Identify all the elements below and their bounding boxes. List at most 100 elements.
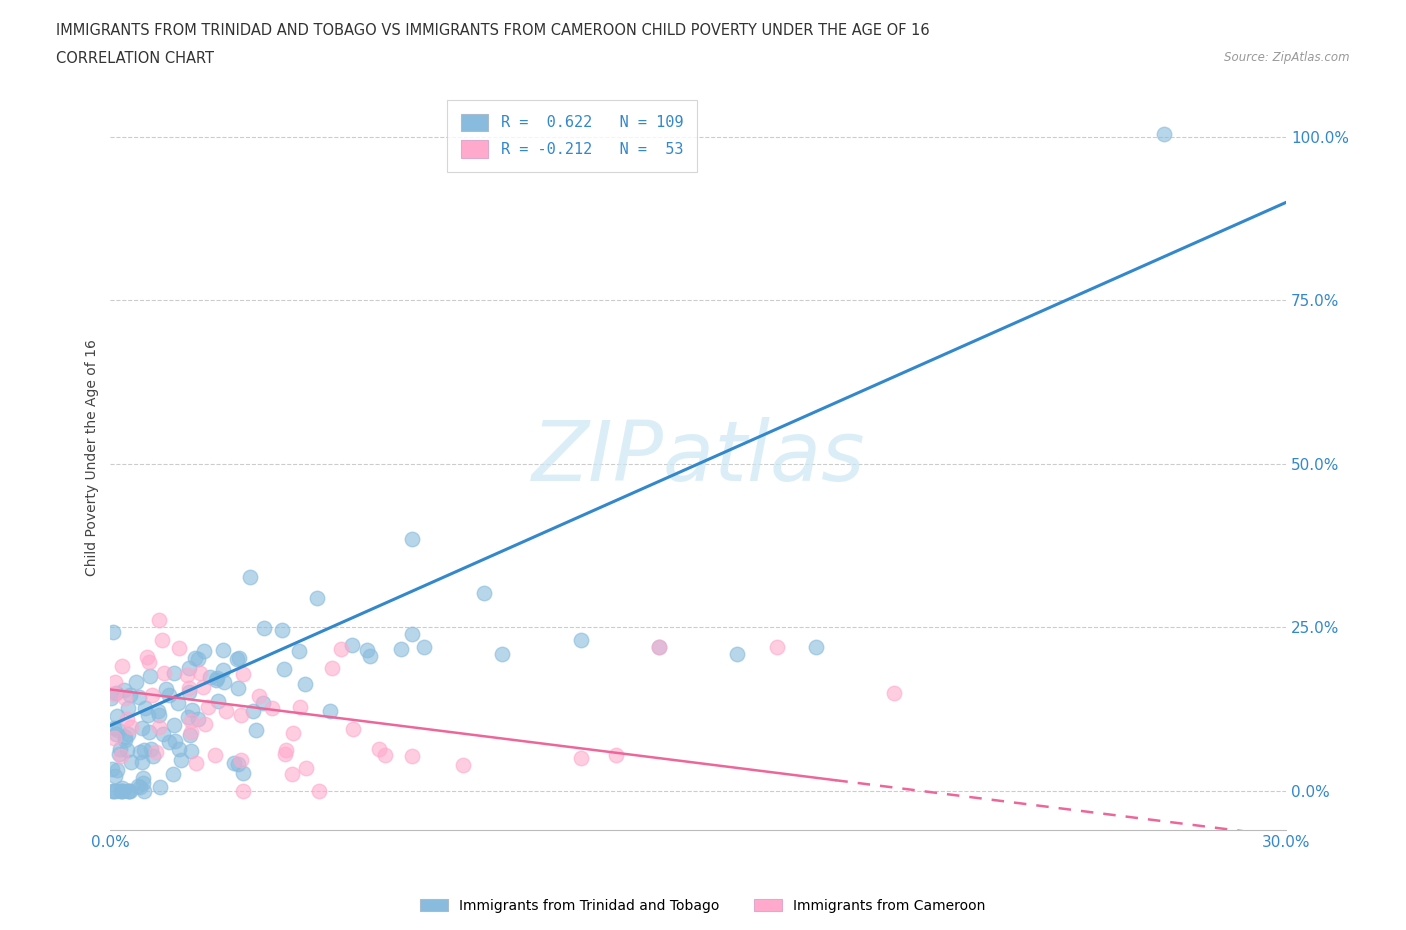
- Point: [110, 749, 132, 764]
- Point: [101, 783, 124, 798]
- Point: [401, 532, 423, 547]
- Point: [281, 726, 304, 741]
- Point: [157, 734, 180, 749]
- Point: [115, 743, 138, 758]
- Point: [389, 642, 412, 657]
- Point: [229, 707, 252, 722]
- Legend: R =  0.622   N = 109, R = -0.212   N =  53: R = 0.622 N = 109, R = -0.212 N = 53: [447, 100, 697, 172]
- Point: [204, 748, 226, 763]
- Text: CORRELATION CHART: CORRELATION CHART: [56, 51, 214, 66]
- Point: [194, 717, 217, 732]
- Point: [295, 761, 318, 776]
- Point: [134, 783, 156, 798]
- Point: [152, 727, 174, 742]
- Point: [136, 649, 159, 664]
- Point: [162, 767, 184, 782]
- Point: [115, 711, 138, 726]
- Point: [131, 721, 153, 736]
- Point: [118, 783, 141, 798]
- Point: [294, 677, 316, 692]
- Point: [111, 658, 134, 673]
- Point: [170, 752, 193, 767]
- Point: [177, 710, 200, 724]
- Point: [180, 713, 202, 728]
- Point: [105, 783, 128, 798]
- Point: [120, 754, 142, 769]
- Point: [232, 765, 254, 780]
- Point: [883, 685, 905, 700]
- Point: [569, 751, 592, 765]
- Point: [139, 668, 162, 683]
- Point: [103, 783, 125, 798]
- Point: [401, 748, 423, 763]
- Point: [569, 633, 592, 648]
- Point: [105, 726, 128, 741]
- Point: [108, 747, 131, 762]
- Point: [197, 699, 219, 714]
- Point: [319, 704, 342, 719]
- Point: [187, 711, 209, 726]
- Point: [226, 757, 249, 772]
- Point: [187, 652, 209, 667]
- Point: [118, 783, 141, 798]
- Text: IMMIGRANTS FROM TRINIDAD AND TOBAGO VS IMMIGRANTS FROM CAMEROON CHILD POVERTY UN: IMMIGRANTS FROM TRINIDAD AND TOBAGO VS I…: [56, 23, 929, 38]
- Point: [103, 721, 125, 736]
- Point: [110, 783, 132, 798]
- Point: [167, 741, 190, 756]
- Point: [186, 755, 208, 770]
- Point: [205, 673, 228, 688]
- Point: [207, 694, 229, 709]
- Point: [193, 644, 215, 658]
- Point: [141, 688, 163, 703]
- Point: [139, 741, 162, 756]
- Point: [281, 766, 304, 781]
- Point: [110, 742, 132, 757]
- Point: [148, 707, 170, 722]
- Point: [103, 768, 125, 783]
- Point: [242, 703, 264, 718]
- Point: [110, 783, 132, 798]
- Point: [177, 684, 200, 699]
- Point: [765, 640, 787, 655]
- Point: [131, 770, 153, 785]
- Point: [120, 720, 142, 735]
- Point: [101, 762, 124, 777]
- Point: [232, 783, 254, 798]
- Point: [180, 743, 202, 758]
- Point: [191, 680, 214, 695]
- Point: [239, 569, 262, 584]
- Point: [226, 651, 249, 666]
- Point: [125, 674, 148, 689]
- Point: [131, 776, 153, 790]
- Point: [167, 641, 190, 656]
- Point: [103, 687, 125, 702]
- Point: [150, 632, 173, 647]
- Point: [245, 723, 267, 737]
- Point: [231, 752, 253, 767]
- Point: [163, 734, 186, 749]
- Point: [356, 643, 378, 658]
- Point: [129, 780, 152, 795]
- Point: [134, 701, 156, 716]
- Point: [163, 666, 186, 681]
- Point: [273, 747, 295, 762]
- Point: [725, 646, 748, 661]
- Point: [104, 685, 127, 700]
- Point: [101, 625, 124, 640]
- Point: [112, 783, 135, 798]
- Point: [270, 622, 292, 637]
- Point: [134, 742, 156, 757]
- Point: [605, 747, 627, 762]
- Point: [111, 781, 134, 796]
- Point: [179, 728, 201, 743]
- Point: [374, 748, 396, 763]
- Point: [127, 778, 149, 793]
- Point: [226, 681, 249, 696]
- Point: [491, 646, 513, 661]
- Point: [214, 704, 236, 719]
- Point: [131, 754, 153, 769]
- Point: [181, 703, 204, 718]
- Point: [105, 763, 128, 777]
- Point: [117, 783, 139, 798]
- Point: [288, 700, 311, 715]
